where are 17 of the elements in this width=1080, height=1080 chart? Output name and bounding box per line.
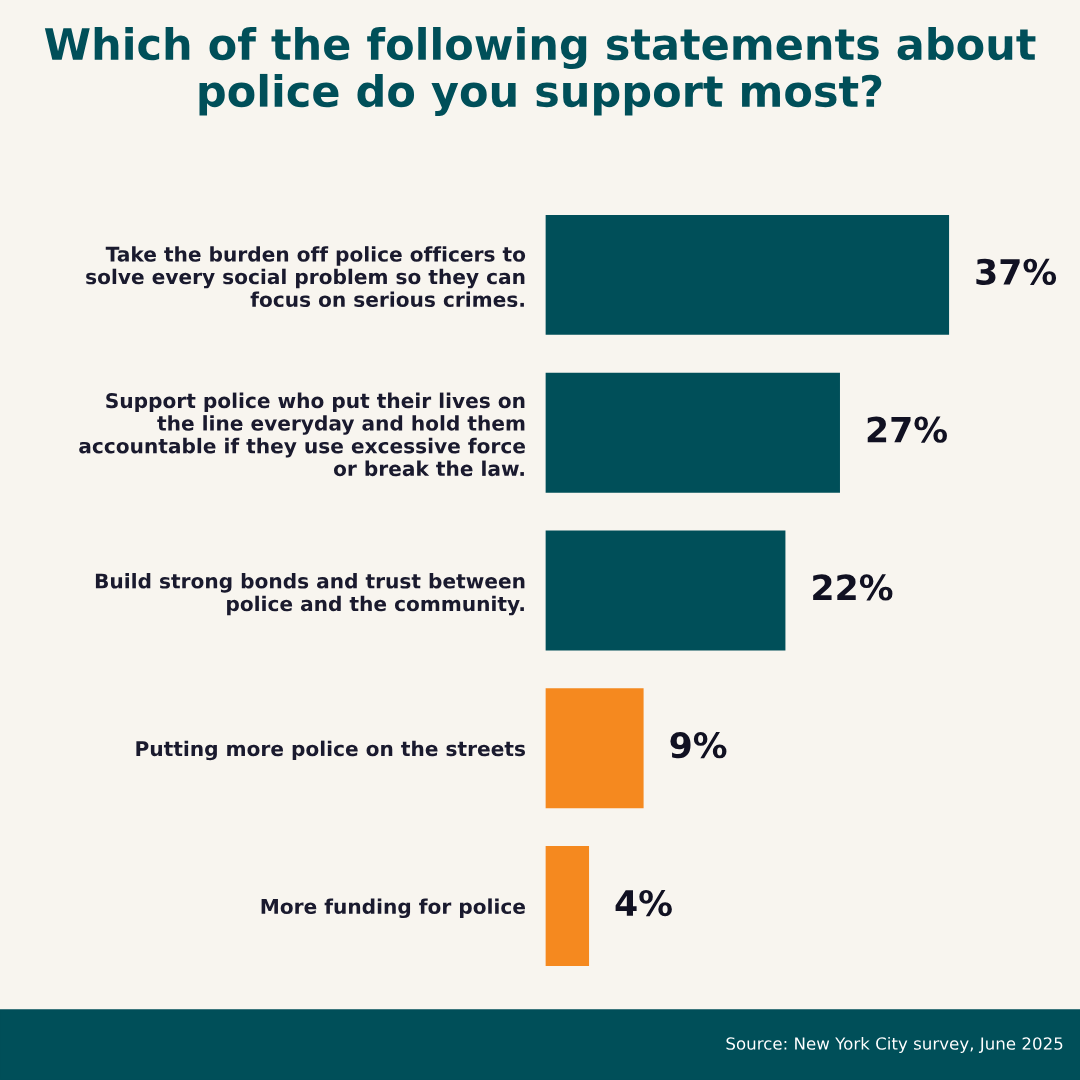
source-note: Source: New York City survey, June 2025 — [726, 1036, 1063, 1054]
bar — [545, 688, 644, 809]
y-tick-label: Support police who put their lives on the line everyday and hold them accountable if they use excessive force or break the law. — [79, 392, 525, 477]
bar — [545, 214, 950, 335]
data-label: 22% — [813, 574, 893, 601]
chart-title: Which of the following statements about police do you support most? — [44, 27, 1036, 116]
bar — [545, 846, 590, 967]
y-tick-label: Build strong bonds and trust between police and the community. — [95, 573, 525, 616]
y-tick-label: Putting more police on the streets — [136, 740, 526, 761]
data-label: 4% — [615, 889, 672, 917]
data-label: 9% — [670, 732, 727, 759]
data-label: 37% — [976, 258, 1057, 285]
bar — [545, 372, 840, 493]
data-label: 27% — [867, 416, 947, 443]
y-tick-label: Take the burden off police officers to solve every social problem so they can focus on serious crimes. — [86, 246, 526, 308]
bar — [545, 530, 786, 651]
y-tick-label: More funding for police — [261, 898, 525, 919]
